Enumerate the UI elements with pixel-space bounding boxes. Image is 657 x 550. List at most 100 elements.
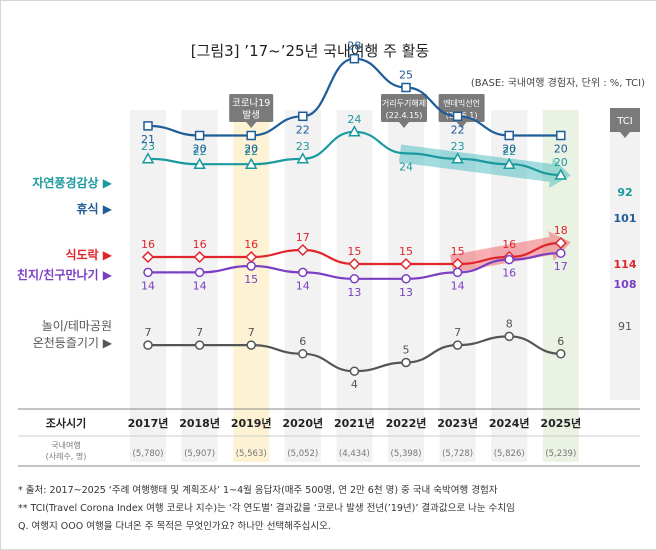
sample-size: (5,398) [391, 449, 422, 459]
year-label: 2021년 [334, 416, 375, 430]
point-rest [194, 130, 205, 141]
column-band [388, 110, 424, 462]
footnote-question: Q. 여행지 OOO 여행을 다녀온 주 목적은 무엇인가요? 하나만 선택해주… [18, 521, 331, 532]
data-label-food: 15 [399, 245, 413, 258]
tci-values: 92 101 114 108 91 [614, 186, 637, 333]
series-name-friends: 친지/친구만나기 ▶ [17, 267, 113, 282]
data-label-food: 16 [141, 238, 155, 251]
point-play [143, 340, 153, 350]
trend-arrow-scenery [398, 144, 571, 188]
data-label-rest: 20 [502, 143, 516, 156]
year-label: 2020년 [282, 416, 323, 430]
point-scenery [244, 157, 258, 169]
point-food [296, 243, 309, 257]
tci-header-label: TCI [616, 116, 632, 127]
point-play [452, 340, 463, 350]
sample-size: (5,563) [236, 449, 267, 459]
tci-header-box [610, 108, 640, 132]
tci-value-rest: 101 [614, 212, 637, 225]
data-label-friends: 14 [193, 279, 207, 292]
data-label-friends: 16 [502, 267, 516, 280]
data-label-food: 15 [451, 245, 465, 258]
sample-size: (5,239) [545, 449, 576, 459]
series-name-rest: 휴식 ▶ [77, 201, 113, 216]
data-label-friends: 13 [399, 286, 413, 299]
data-label-rest: 20 [554, 143, 568, 156]
column-band [336, 110, 373, 462]
event-pointer [399, 122, 409, 128]
point-friends [504, 254, 514, 265]
base-note: (BASE: 국내여행 경험자, 단위 : %, TCI) [471, 76, 645, 89]
data-label-rest: 25 [399, 69, 413, 82]
point-play [194, 340, 205, 350]
point-friends [194, 267, 205, 278]
point-food [399, 257, 413, 271]
point-friends [556, 248, 566, 258]
data-label-friends: 15 [244, 273, 258, 286]
data-label-friends: 17 [554, 260, 568, 273]
tci-header: TCI [610, 108, 640, 138]
series-name-scenery: 자연풍경감상 ▶ [32, 175, 112, 190]
point-play [504, 331, 514, 342]
data-label-scenery: 22 [193, 145, 207, 158]
point-rest [401, 82, 411, 93]
series-names: 자연풍경감상 ▶ 휴식 ▶ 식도락 ▶ 친지/친구만나기 ▶ 놀이/테마공원 온천등즐기기… [17, 175, 113, 350]
data-label-play: 4 [351, 378, 358, 391]
data-label-play: 5 [403, 344, 410, 357]
series-name-play: 놀이/테마공원 온천등즐기기 ▶ [33, 319, 113, 350]
data-label-friends: 14 [141, 279, 155, 292]
point-friends [452, 267, 463, 278]
data-label-food: 16 [502, 238, 516, 251]
data-label-scenery: 23 [296, 140, 310, 153]
sample-size: (4,434) [339, 449, 370, 459]
point-rest [298, 111, 308, 122]
sample-size: (5,907) [184, 449, 215, 459]
sample-size: (5,728) [442, 449, 473, 459]
point-friends [246, 261, 256, 271]
tci-value-play: 91 [618, 320, 632, 333]
data-label-scenery: 23 [451, 140, 465, 153]
point-play [246, 340, 256, 350]
point-play [349, 366, 360, 376]
point-food [348, 257, 361, 271]
point-rest [452, 111, 463, 122]
point-play [556, 349, 566, 359]
data-label-rest: 22 [296, 123, 310, 136]
column-band [439, 110, 476, 462]
tci-value-food: 114 [614, 258, 637, 271]
data-label-play: 8 [506, 317, 513, 330]
point-scenery [502, 157, 516, 169]
event-box [229, 94, 274, 122]
point-rest [504, 130, 514, 141]
tci-value-scenery: 92 [617, 186, 632, 199]
point-scenery [554, 168, 568, 180]
point-friends [349, 274, 360, 284]
point-rest [246, 130, 256, 141]
year-label: 2022년 [386, 416, 427, 430]
point-friends [298, 267, 308, 278]
point-scenery [193, 157, 206, 169]
data-label-food: 16 [193, 238, 207, 251]
row-label-period: 조사시기 [46, 416, 86, 430]
data-label-food: 16 [244, 238, 258, 251]
point-food [193, 250, 206, 264]
data-label-scenery: 23 [141, 140, 155, 153]
year-label: 2025년 [540, 416, 581, 430]
year-label: 2024년 [489, 416, 530, 430]
data-label-friends: 14 [451, 279, 465, 292]
column-band [130, 110, 166, 462]
data-label-scenery: 20 [554, 156, 568, 169]
column-band [284, 110, 321, 462]
event-label: 거리두기해제 (22.4.15) [382, 98, 426, 120]
data-label-play: 7 [196, 326, 203, 339]
data-label-food: 18 [554, 224, 568, 237]
point-scenery [348, 125, 361, 137]
point-food [554, 236, 567, 250]
data-label-play: 7 [145, 326, 152, 339]
data-label-scenery: 22 [502, 145, 516, 158]
data-label-scenery: 24 [347, 113, 361, 126]
year-label: 2017년 [128, 416, 169, 430]
point-friends [401, 274, 411, 284]
data-label-food: 17 [296, 231, 310, 244]
